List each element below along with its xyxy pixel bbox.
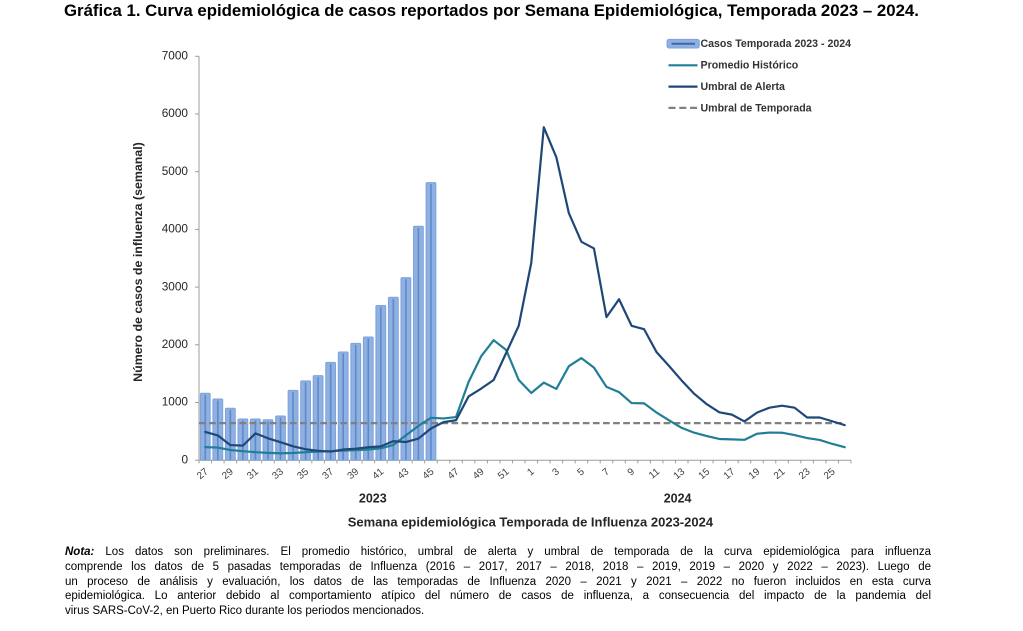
svg-text:43: 43: [396, 466, 412, 482]
svg-text:31: 31: [245, 466, 261, 482]
svg-text:39: 39: [346, 466, 362, 482]
svg-text:13: 13: [672, 466, 688, 482]
svg-text:47: 47: [446, 466, 462, 482]
svg-text:4000: 4000: [162, 222, 189, 236]
svg-text:Umbral de Alerta: Umbral de Alerta: [701, 81, 785, 93]
svg-text:11: 11: [647, 466, 662, 481]
svg-text:7: 7: [601, 466, 613, 478]
svg-text:49: 49: [471, 466, 487, 482]
svg-text:1000: 1000: [162, 395, 189, 409]
svg-text:7000: 7000: [162, 49, 189, 63]
svg-text:35: 35: [295, 466, 311, 482]
svg-text:0: 0: [181, 452, 188, 466]
svg-text:1: 1: [525, 466, 537, 478]
svg-text:6000: 6000: [162, 106, 189, 120]
svg-text:2023: 2023: [359, 492, 387, 506]
svg-text:41: 41: [371, 466, 387, 482]
svg-text:3: 3: [550, 466, 562, 478]
svg-text:Promedio Histórico: Promedio Histórico: [701, 60, 799, 72]
svg-text:Semana epidemiológica Temporad: Semana epidemiológica Temporada de Influ…: [348, 515, 714, 530]
svg-text:5: 5: [576, 466, 588, 478]
svg-text:Umbral de Temporada: Umbral de Temporada: [701, 102, 812, 114]
svg-text:9: 9: [626, 466, 638, 478]
svg-text:33: 33: [270, 466, 286, 482]
svg-text:3000: 3000: [162, 279, 189, 293]
svg-text:15: 15: [697, 466, 713, 482]
svg-text:51: 51: [496, 466, 512, 482]
svg-text:19: 19: [747, 466, 763, 482]
svg-text:27: 27: [195, 466, 211, 482]
svg-text:21: 21: [772, 466, 788, 482]
svg-text:Casos Temporada 2023 - 2024: Casos Temporada 2023 - 2024: [701, 38, 852, 50]
svg-text:2000: 2000: [162, 337, 189, 351]
svg-text:17: 17: [722, 466, 738, 482]
svg-text:23: 23: [797, 466, 813, 482]
svg-text:45: 45: [421, 466, 437, 482]
svg-text:29: 29: [220, 466, 236, 482]
svg-text:37: 37: [320, 466, 336, 482]
svg-text:Número de casos de influenza (: Número de casos de influenza (semanal): [131, 142, 145, 382]
svg-text:2024: 2024: [664, 492, 692, 506]
svg-text:5000: 5000: [162, 164, 189, 178]
svg-text:25: 25: [822, 466, 838, 482]
